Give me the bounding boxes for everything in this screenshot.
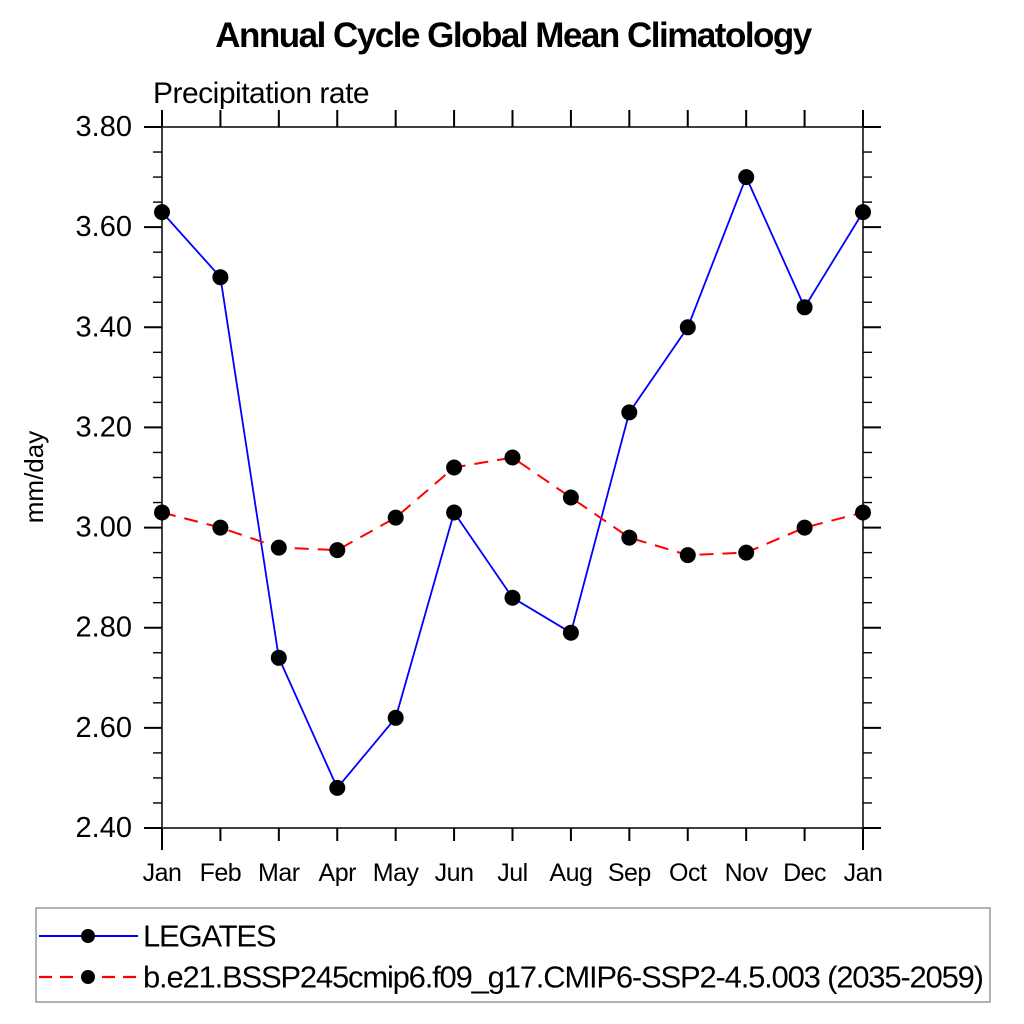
- series-line-1: [161, 456, 864, 557]
- x-tick-label: Nov: [725, 859, 769, 887]
- x-tick-label: Apr: [319, 859, 357, 887]
- y-tick-label: 2.40: [76, 812, 132, 844]
- data-point-series-1: [504, 449, 521, 466]
- data-point-series-0: [738, 169, 755, 186]
- x-tick-label: Dec: [783, 859, 826, 887]
- x-tick-label: Oct: [669, 859, 707, 887]
- data-point-series-0: [796, 299, 813, 316]
- data-point-series-0: [446, 504, 463, 521]
- legend-box: [35, 907, 991, 1003]
- data-point-series-0: [212, 269, 229, 286]
- plot-border: [161, 126, 864, 829]
- y-tick-label: 3.20: [76, 411, 132, 443]
- y-axis-title: mm/day: [19, 431, 49, 523]
- data-point-series-0: [387, 709, 404, 726]
- y-tick-label: 3.40: [76, 311, 132, 343]
- data-point-series-0: [621, 404, 638, 421]
- data-point-series-1: [738, 544, 755, 561]
- chart-subtitle: Precipitation rate: [153, 77, 369, 110]
- axes-group: Jan Feb Mar Apr May Jun Jul Aug Sep Oct Nov Dec Jan 2…: [76, 110, 883, 887]
- legend-marker-0: [81, 929, 95, 943]
- data-point-series-0: [504, 589, 521, 606]
- y-tick-label: 3.00: [76, 512, 132, 544]
- data-point-series-0: [562, 624, 579, 641]
- legend-label-1: b.e21.BSSP245cmip6.f09_g17.CMIP6-SSP2-4.…: [143, 960, 983, 995]
- x-tick-label: Jul: [497, 859, 527, 887]
- data-point-series-1: [387, 509, 404, 526]
- x-tick-label: Aug: [549, 859, 592, 887]
- legend-group: LEGATES b.e21.BSSP245cmip6.f09_g17.CMIP6-…: [35, 907, 991, 1003]
- data-point-series-1: [855, 504, 871, 521]
- data-point-series-1: [796, 519, 813, 536]
- data-point-series-0: [855, 204, 871, 221]
- data-point-series-1: [562, 489, 579, 506]
- data-point-series-1: [446, 459, 463, 476]
- y-tick-label: 3.80: [76, 111, 132, 143]
- data-point-series-1: [154, 504, 170, 521]
- chart-title: Annual Cycle Global Mean Climatology: [215, 16, 813, 55]
- x-tick-label: May: [373, 859, 420, 887]
- data-point-series-1: [329, 542, 346, 559]
- series-line-0: [161, 174, 864, 790]
- y-tick-label: 2.60: [76, 712, 132, 744]
- x-tick-label: Jun: [435, 859, 474, 887]
- series-group: [154, 169, 871, 796]
- x-tick-label: Jan: [844, 859, 883, 887]
- legend-label-0: LEGATES: [143, 919, 276, 954]
- data-point-series-1: [621, 529, 638, 546]
- data-point-series-1: [270, 539, 287, 556]
- x-tick-label: Jan: [143, 859, 182, 887]
- data-point-series-1: [679, 547, 696, 564]
- data-point-series-1: [212, 519, 229, 536]
- legend-marker-1: [81, 970, 95, 984]
- data-point-series-0: [270, 649, 287, 666]
- data-point-series-0: [329, 779, 346, 796]
- data-point-series-0: [679, 319, 696, 336]
- x-tick-label: Feb: [200, 859, 242, 887]
- data-point-series-0: [154, 204, 170, 221]
- y-tick-label: 2.80: [76, 612, 132, 644]
- y-tick-label: 3.60: [76, 211, 132, 243]
- x-tick-label: Sep: [608, 859, 651, 887]
- x-tick-label: Mar: [258, 859, 300, 887]
